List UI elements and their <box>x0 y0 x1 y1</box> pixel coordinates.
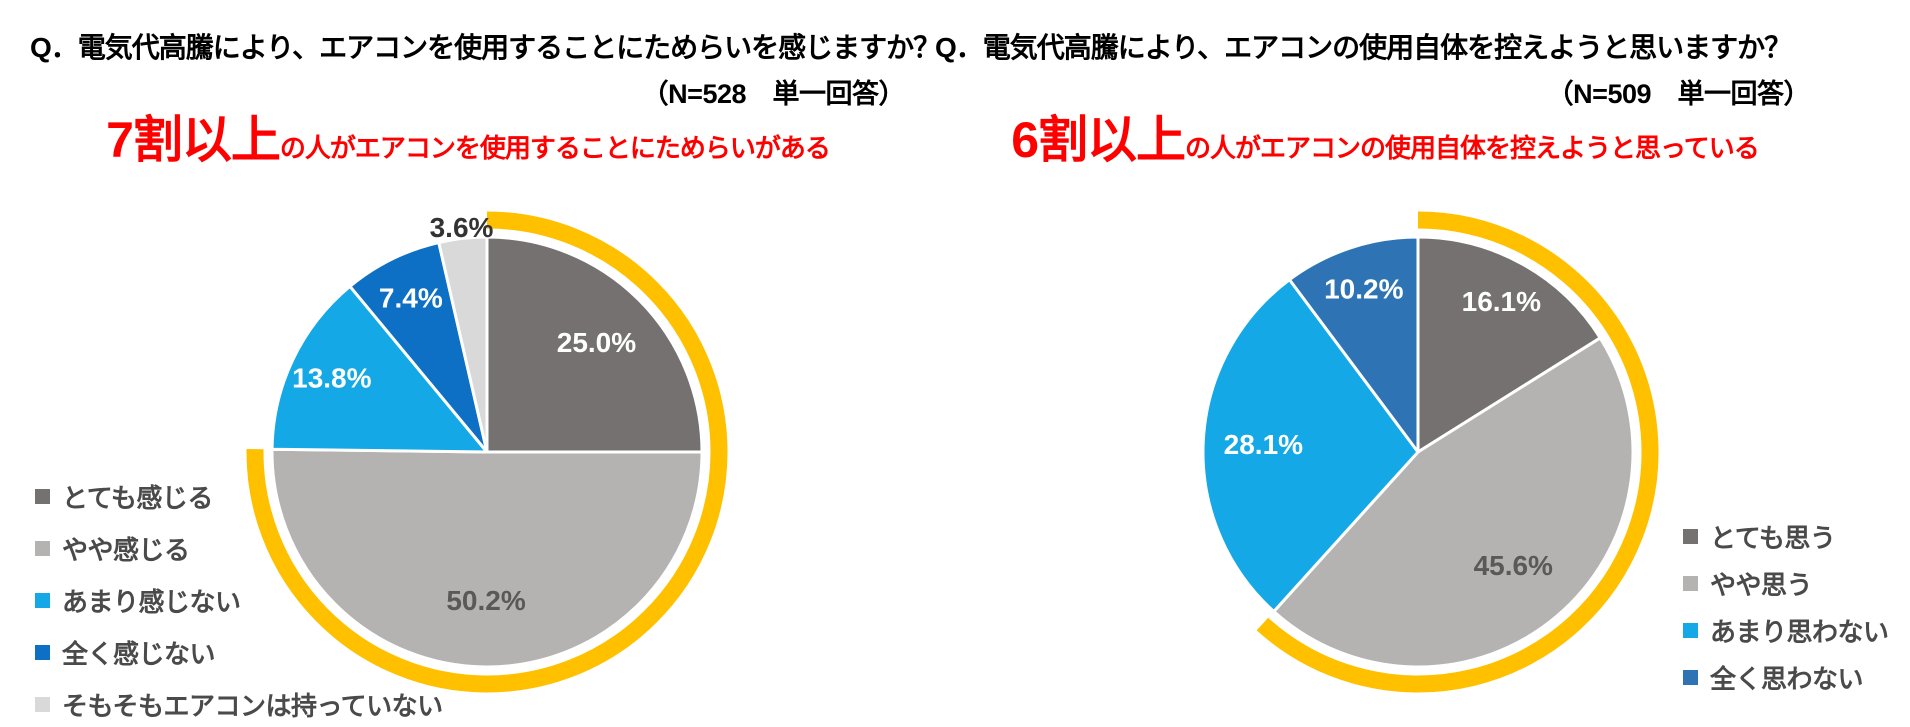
legend-label: やや思う <box>1710 570 1813 600</box>
headline-emphasis: 7割以上 <box>106 112 281 168</box>
pie-chart-hesitation: 25.0% 50.2% 13.8% 7.4% 3.6% <box>246 211 728 693</box>
slice-value-label: 13.8% <box>292 362 371 393</box>
headline-rest: の人がエアコンの使用自体を控えようと思っている <box>1185 133 1760 163</box>
headline-emphasis: 6割以上 <box>1011 112 1186 168</box>
highlight-arc <box>1256 211 1659 693</box>
legend-item: 全く思わない <box>1683 659 1889 696</box>
question-text: Q．電気代高騰により、エアコンを使用することにためらいを感じますか？ <box>30 32 941 63</box>
headline: 6割以上の人がエアコンの使用自体を控えようと思っている <box>935 100 1835 172</box>
slice-value-label: 45.6% <box>1474 550 1553 581</box>
legend-label: とても思う <box>1710 523 1836 553</box>
pie-slice <box>270 284 489 454</box>
legend-item: あまり感じない <box>35 582 443 619</box>
headline-rest: の人がエアコンを使用することにためらいがある <box>279 133 831 163</box>
sample-size-text: （N=528 単一回答） <box>641 79 906 109</box>
question-block: Q．電気代高騰により、エアコンを使用することにためらいを感じますか？ （N=52… <box>30 26 941 111</box>
legend-item: とても思う <box>1683 518 1889 555</box>
pie-slice <box>270 447 704 669</box>
legend-swatch <box>1683 529 1698 544</box>
slice-value-label: 7.4% <box>379 282 443 313</box>
legend-swatch <box>35 645 50 660</box>
legend-label: 全く感じない <box>62 639 216 669</box>
legend-restraint: とても思うやや思うあまり思わない 全く思わない <box>1683 518 1889 706</box>
legend-swatch <box>35 489 50 504</box>
legend-item: あまり思わない <box>1683 612 1889 649</box>
question-text: Q．電気代高騰により、エアコンの使用自体を控えようと思いますか？ <box>935 32 1792 63</box>
legend-hesitation: とても感じる やや感じるあまり感じない 全く感じないそもそもエアコンは持っていない <box>35 478 443 727</box>
legend-swatch <box>1683 670 1698 685</box>
pie-slice <box>1287 235 1420 454</box>
legend-label: そもそもエアコンは持っていない <box>62 691 443 721</box>
pie-slice <box>1272 336 1635 669</box>
pie-slice <box>348 240 489 454</box>
slice-value-label: 10.2% <box>1324 273 1403 304</box>
legend-label: やや感じる <box>62 535 190 565</box>
legend-label: 全く思わない <box>1710 664 1864 694</box>
legend-item: そもそもエアコンは持っていない <box>35 686 443 723</box>
slice-value-label: 3.6% <box>430 212 494 243</box>
legend-item: やや感じる <box>35 530 443 567</box>
slice-value-label: 28.1% <box>1224 429 1303 460</box>
legend-swatch <box>35 541 50 556</box>
legend-swatch <box>1683 576 1698 591</box>
legend-swatch <box>1683 623 1698 638</box>
sample-size-text: （N=509 単一回答） <box>1546 79 1811 109</box>
question-block: Q．電気代高騰により、エアコンの使用自体を控えようと思いますか？ （N=509 … <box>935 26 1811 111</box>
headline: 7割以上の人がエアコンを使用することにためらいがある <box>28 100 908 172</box>
legend-item: とても感じる <box>35 478 443 515</box>
pie-slice <box>437 235 489 454</box>
legend-item: やや思う <box>1683 565 1889 602</box>
pie-slice <box>1416 235 1602 454</box>
slice-value-label: 16.1% <box>1462 286 1541 317</box>
pie-slice <box>485 235 704 454</box>
legend-label: とても感じる <box>62 483 213 513</box>
legend-swatch <box>35 697 50 712</box>
legend-label: あまり感じない <box>62 587 241 617</box>
pie-chart-restraint: 16.1% 45.6% 28.1% 10.2% <box>1201 211 1659 693</box>
slice-value-label: 25.0% <box>557 327 636 358</box>
pie-slice <box>1201 278 1420 613</box>
legend-swatch <box>35 593 50 608</box>
legend-item: 全く感じない <box>35 634 443 671</box>
highlight-arc <box>246 211 728 693</box>
slice-value-label: 50.2% <box>446 585 525 616</box>
legend-label: あまり思わない <box>1710 617 1889 647</box>
